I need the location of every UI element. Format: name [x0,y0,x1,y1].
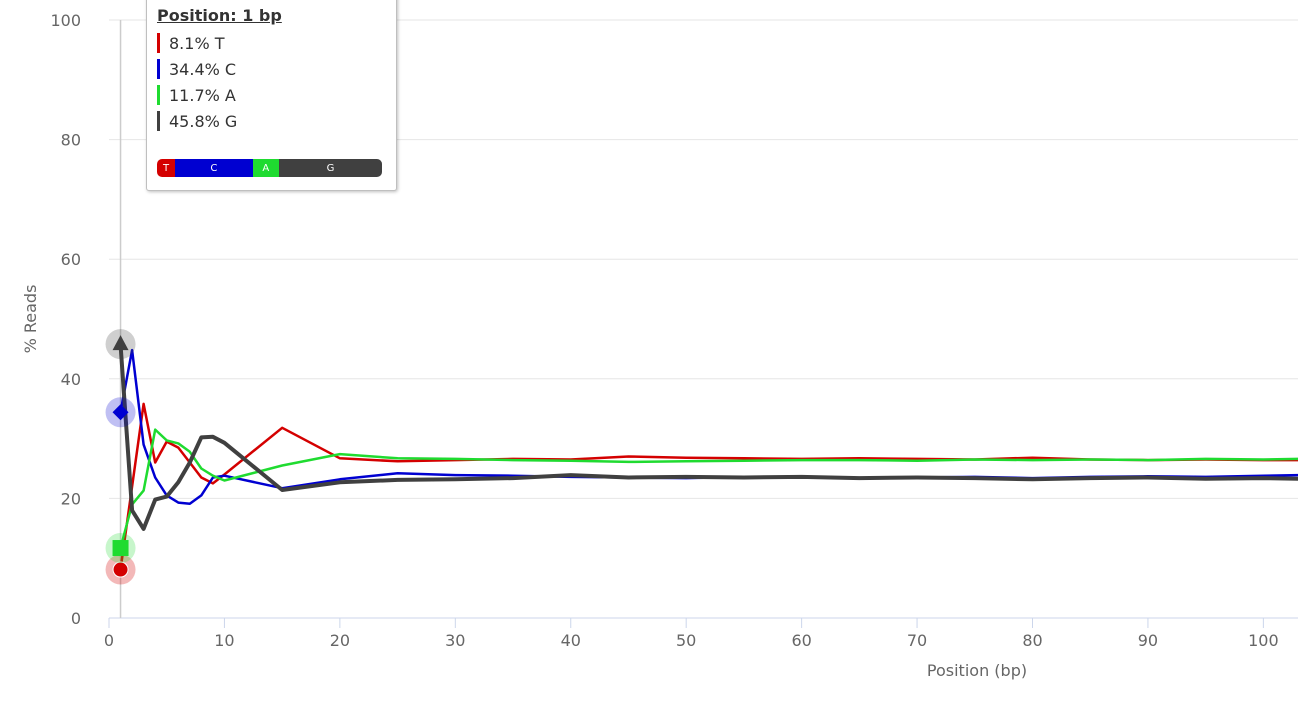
marker-a [112,540,129,557]
tooltip-text-g: 45.8% G [169,111,238,131]
x-tick-label: 70 [907,631,927,650]
tooltip-composition-bar: T C A G [157,159,382,177]
series-line-a[interactable] [119,428,1298,550]
x-axis-title: Position (bp) [927,661,1027,680]
tooltip-title: Position: 1 bp [157,6,282,25]
tooltip-row-a: 11.7% A [157,85,236,105]
x-tick-label: 50 [676,631,696,650]
marker-t [112,561,129,578]
x-tick-label: 100 [1248,631,1279,650]
y-tick-label: 20 [61,489,81,508]
tooltip-text-t: 8.1% T [169,33,225,53]
y-tick-label: 80 [61,131,81,150]
x-tick-label: 90 [1138,631,1158,650]
x-tick-label: 10 [214,631,234,650]
y-tick-label: 0 [71,609,81,628]
series-line-c[interactable] [119,348,1298,506]
swatch-t [157,33,160,53]
tooltip-text-a: 11.7% A [169,85,236,105]
tooltip-row-c: 34.4% C [157,59,236,79]
tooltip-text-c: 34.4% C [169,59,237,79]
swatch-c [157,59,160,79]
bar-segment-c: C [175,159,253,177]
y-tick-label: 100 [50,11,81,30]
tooltip: Position: 1 bp 8.1% T 34.4% C 11.7% A 45… [146,0,397,191]
marker-g [112,335,129,351]
tooltip-row-g: 45.8% G [157,111,237,131]
marker-c [112,404,129,421]
x-tick-label: 40 [561,631,581,650]
x-tick-label: 80 [1022,631,1042,650]
x-tick-label: 60 [791,631,811,650]
swatch-g [157,111,160,131]
x-axis: 0 10 20 30 40 50 60 70 80 90 100 [104,618,1279,650]
y-tick-label: 60 [61,250,81,269]
bar-segment-t: T [157,159,176,177]
series-line-g[interactable] [118,342,1298,531]
y-axis: 0 20 40 60 80 100 [50,11,81,628]
tooltip-row-t: 8.1% T [157,33,225,53]
bar-segment-g: G [278,159,382,177]
hover-markers [105,329,136,585]
y-axis-title: % Reads [21,285,40,354]
swatch-a [157,85,160,105]
x-tick-label: 0 [104,631,114,650]
bar-segment-a: A [252,159,279,177]
x-tick-label: 20 [330,631,350,650]
plot-area[interactable] [118,342,1298,571]
y-tick-label: 40 [61,370,81,389]
x-tick-label: 30 [445,631,465,650]
